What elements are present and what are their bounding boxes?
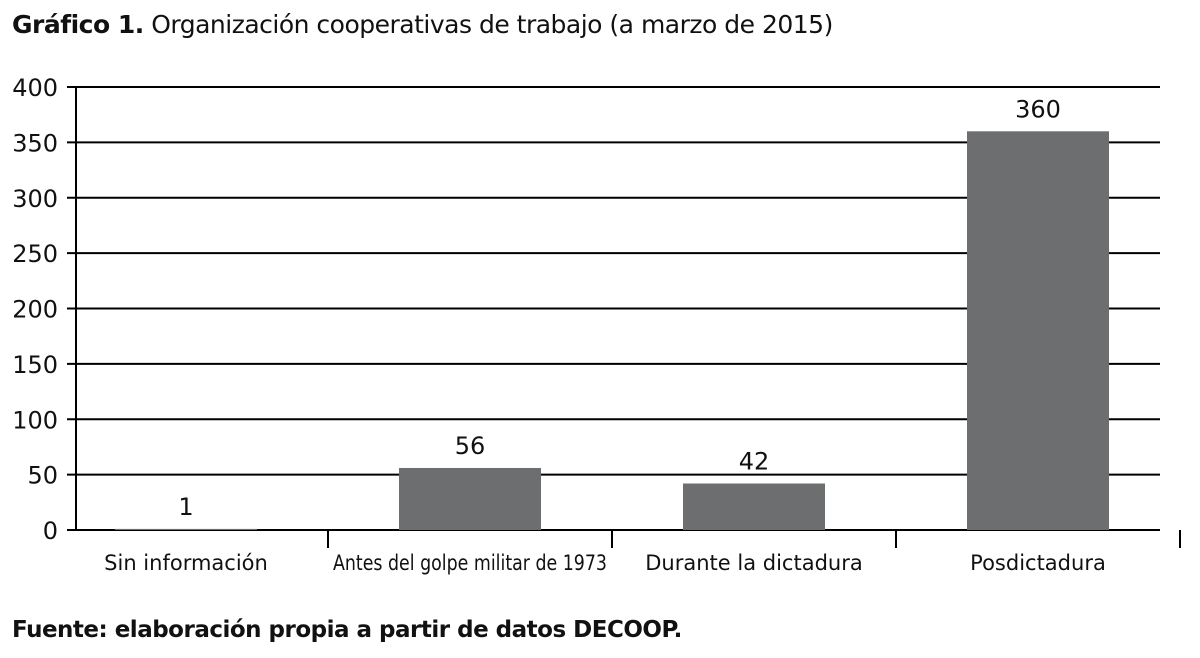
y-tick-label-350: 350 [12, 129, 58, 157]
data-label-2: 42 [739, 447, 770, 475]
bar-3 [967, 131, 1109, 531]
data-label-0: 1 [178, 493, 193, 521]
bar-1 [399, 467, 541, 530]
y-tick-label-0: 0 [43, 517, 58, 545]
chart-title: Gráfico 1. Organización cooperativas de … [12, 10, 833, 39]
x-category-label-1: Antes del golpe militar de 1973 [333, 551, 607, 575]
y-tick-label-400: 400 [12, 74, 58, 102]
bar-0 [115, 528, 257, 530]
data-label-1: 56 [455, 432, 486, 460]
x-category-label-2: Durante la dictadura [645, 551, 862, 575]
x-category-label-0: Sin información [104, 551, 268, 575]
y-tick-label-250: 250 [12, 240, 58, 268]
data-label-3: 360 [1015, 95, 1061, 123]
y-tick-label-300: 300 [12, 185, 58, 213]
bar-chart: 0 50 100 150 200 250 300 350 400 1 Sin información… [12, 74, 1181, 575]
source-note: Fuente: elaboración propia a partir de d… [12, 617, 682, 643]
y-tick-label-200: 200 [12, 296, 58, 324]
bar-2 [683, 483, 825, 530]
chart-title-text: Organización cooperativas de trabajo (a … [151, 10, 833, 39]
y-tick-label-150: 150 [12, 351, 58, 379]
chart-title-lead: Gráfico 1. [12, 10, 144, 39]
y-tick-label-50: 50 [27, 462, 58, 490]
x-category-label-3: Posdictadura [970, 551, 1106, 575]
y-tick-label-100: 100 [12, 406, 58, 434]
